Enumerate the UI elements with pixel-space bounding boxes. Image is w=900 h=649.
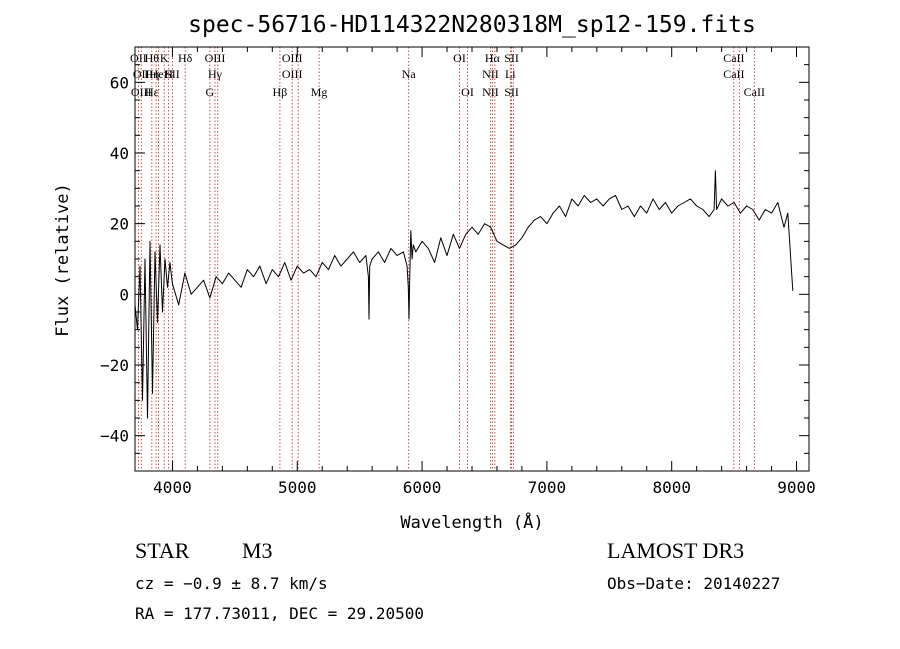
x-tick-label: 9000 [777,478,816,497]
line-label: CaII [744,85,765,99]
x-axis: 4000 5000 6000 7000 8000 9000 [153,47,816,497]
line-label: OI [461,85,474,99]
line-label: SII [504,51,519,65]
obs-date: Obs−Date: 20140227 [607,574,781,593]
line-label: Hε [145,85,159,99]
line-label: OII [133,67,150,81]
line-label: Hη [144,67,159,81]
object-subclass: M3 [242,538,273,563]
y-axis-label: Flux (relative) [53,183,73,337]
y-tick-label: 60 [110,73,129,92]
line-label: H [164,67,173,81]
line-label: K [160,51,169,65]
y-tick-label: 20 [110,215,129,234]
plot-frame [134,46,810,472]
coordinates: RA = 177.73011, DEC = 29.20500 [135,604,424,623]
y-tick-label: −40 [100,427,129,446]
y-tick-label: 40 [110,144,129,163]
line-labels: OIIOIIOIIIHθHηHεHeIKHSIIHδGOIIIHγHβOIIIO… [130,51,765,99]
x-tick-label: 4000 [153,478,192,497]
line-label: Hθ [145,51,160,65]
line-label: OIII [131,85,152,99]
y-tick-label: 0 [119,285,129,304]
spectrum-line [134,170,794,419]
line-label: Mg [311,85,328,99]
x-tick-label: 5000 [278,478,317,497]
object-class: STAR [135,538,190,563]
survey-name: LAMOST DR3 [607,538,745,563]
line-label: OIII [205,51,226,65]
line-label: CaII [723,67,744,81]
line-label: CaII [723,51,744,65]
line-label: HeI [150,67,168,81]
series-group [134,170,794,419]
line-label: Hγ [208,67,223,81]
chart-title: spec-56716-HD114322N280318M_sp12-159.fit… [188,12,756,38]
line-label: OI [453,51,466,65]
line-label: NII [482,67,499,81]
line-label: NII [482,85,499,99]
line-markers [137,47,755,471]
line-label: SII [165,67,180,81]
line-label: G [206,85,215,99]
line-label: Li [505,67,516,81]
velocity-readout: cz = −0.9 ± 8.7 km/s [135,574,328,593]
line-label: OIII [282,67,303,81]
y-axis: −40 −20 0 20 40 60 [100,46,809,454]
y-tick-label: −20 [100,356,129,375]
x-tick-label: 7000 [528,478,567,497]
x-tick-label: 8000 [652,478,691,497]
x-tick-label: 6000 [403,478,442,497]
x-axis-label: Wavelength (Å) [400,511,543,533]
line-label: Na [402,67,417,81]
line-label: Hδ [178,51,193,65]
line-label: Hβ [273,85,288,99]
line-label: OIII [282,51,303,65]
line-label: SII [504,85,519,99]
line-label: Hα [485,51,501,65]
line-label: OII [130,51,147,65]
